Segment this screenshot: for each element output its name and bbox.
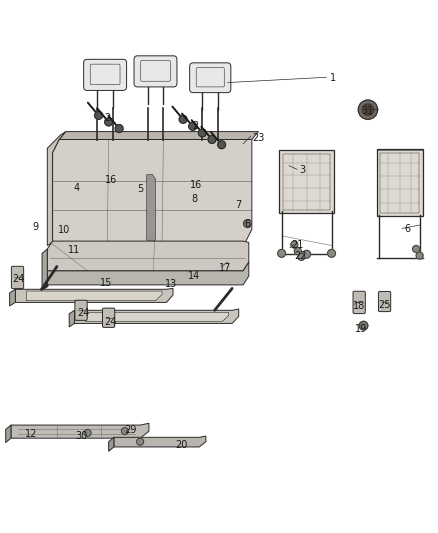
Polygon shape: [10, 289, 15, 306]
Text: 2: 2: [192, 122, 198, 131]
FancyBboxPatch shape: [134, 56, 177, 87]
FancyBboxPatch shape: [75, 300, 87, 320]
Polygon shape: [147, 174, 155, 240]
Circle shape: [121, 427, 128, 435]
Text: 24: 24: [13, 274, 25, 284]
Text: 20: 20: [176, 440, 188, 450]
Polygon shape: [377, 149, 423, 216]
Polygon shape: [47, 241, 249, 271]
Text: 6: 6: [404, 224, 410, 235]
Text: 22: 22: [294, 251, 306, 261]
Text: 30: 30: [75, 431, 87, 441]
Circle shape: [303, 251, 311, 258]
Polygon shape: [74, 309, 239, 324]
Circle shape: [298, 253, 305, 260]
Text: 14: 14: [188, 271, 200, 281]
Text: 1: 1: [330, 73, 336, 83]
Text: 11: 11: [67, 245, 80, 255]
Text: 31: 31: [362, 106, 374, 116]
Circle shape: [328, 249, 336, 257]
Text: 17: 17: [219, 263, 232, 273]
Polygon shape: [109, 437, 114, 451]
Circle shape: [416, 252, 423, 259]
Text: 18: 18: [353, 301, 365, 311]
Circle shape: [278, 249, 286, 257]
FancyBboxPatch shape: [102, 308, 115, 327]
Text: 6: 6: [244, 219, 251, 229]
Text: 16: 16: [190, 180, 202, 190]
Text: 19: 19: [355, 324, 367, 334]
Circle shape: [244, 220, 251, 228]
Polygon shape: [11, 423, 149, 438]
Polygon shape: [47, 132, 66, 246]
Text: 29: 29: [124, 425, 137, 435]
Text: 7: 7: [236, 200, 242, 210]
Text: 10: 10: [58, 225, 71, 235]
Text: 5: 5: [137, 183, 143, 193]
Circle shape: [179, 115, 187, 123]
Polygon shape: [114, 436, 206, 447]
Circle shape: [208, 135, 216, 143]
Circle shape: [105, 118, 113, 126]
Polygon shape: [279, 150, 334, 213]
FancyBboxPatch shape: [11, 266, 24, 288]
FancyBboxPatch shape: [378, 292, 391, 312]
Circle shape: [218, 141, 226, 149]
Circle shape: [291, 241, 298, 248]
Text: 12: 12: [25, 429, 37, 439]
Circle shape: [95, 111, 102, 119]
Text: 2: 2: [104, 112, 110, 123]
Text: 25: 25: [378, 300, 390, 310]
Circle shape: [413, 246, 420, 253]
Polygon shape: [53, 140, 252, 243]
Polygon shape: [6, 425, 11, 442]
Text: 21: 21: [292, 240, 304, 251]
Polygon shape: [59, 132, 258, 140]
Text: 13: 13: [165, 279, 177, 289]
Polygon shape: [85, 312, 229, 321]
Polygon shape: [47, 262, 249, 285]
Text: 24: 24: [104, 317, 117, 327]
Text: 3: 3: [299, 165, 305, 175]
Text: 8: 8: [191, 193, 197, 204]
Polygon shape: [15, 288, 173, 302]
Circle shape: [362, 104, 374, 115]
Text: 23: 23: [252, 133, 265, 143]
Circle shape: [137, 438, 144, 445]
Text: 9: 9: [32, 222, 38, 232]
Circle shape: [189, 123, 197, 130]
FancyBboxPatch shape: [84, 59, 127, 91]
Circle shape: [115, 125, 123, 133]
Text: 24: 24: [77, 309, 89, 318]
Polygon shape: [42, 249, 47, 287]
Circle shape: [359, 321, 368, 330]
Circle shape: [198, 129, 206, 137]
FancyBboxPatch shape: [190, 63, 231, 93]
Circle shape: [358, 100, 378, 119]
Circle shape: [294, 248, 301, 255]
Circle shape: [84, 430, 91, 437]
FancyBboxPatch shape: [353, 291, 365, 313]
Polygon shape: [26, 291, 162, 301]
Text: 15: 15: [100, 278, 112, 288]
Polygon shape: [69, 310, 74, 327]
Text: 16: 16: [105, 175, 117, 185]
Text: 4: 4: [74, 183, 80, 192]
